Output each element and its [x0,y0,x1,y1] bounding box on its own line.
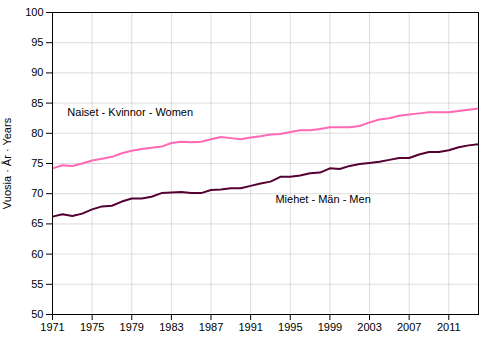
svg-text:Miehet - Män - Men: Miehet - Män - Men [275,193,370,205]
svg-text:2007: 2007 [397,321,421,333]
svg-text:70: 70 [31,187,43,199]
svg-text:55: 55 [31,278,43,290]
svg-text:1975: 1975 [80,321,104,333]
svg-text:1987: 1987 [199,321,223,333]
svg-text:1991: 1991 [238,321,262,333]
svg-text:1983: 1983 [159,321,183,333]
svg-text:50: 50 [31,308,43,320]
svg-text:1971: 1971 [40,321,64,333]
svg-text:Naiset - Kvinnor - Women: Naiset - Kvinnor - Women [67,106,193,118]
svg-text:1999: 1999 [318,321,342,333]
svg-text:80: 80 [31,127,43,139]
svg-text:60: 60 [31,248,43,260]
svg-text:Vuosia · År · Years: Vuosia · År · Years [1,117,13,209]
svg-text:1995: 1995 [278,321,302,333]
svg-text:95: 95 [31,36,43,48]
svg-text:90: 90 [31,66,43,78]
svg-text:2003: 2003 [357,321,381,333]
svg-text:85: 85 [31,97,43,109]
svg-text:65: 65 [31,217,43,229]
svg-text:100: 100 [25,6,43,18]
svg-text:2011: 2011 [437,321,461,333]
svg-text:1979: 1979 [120,321,144,333]
svg-text:75: 75 [31,157,43,169]
